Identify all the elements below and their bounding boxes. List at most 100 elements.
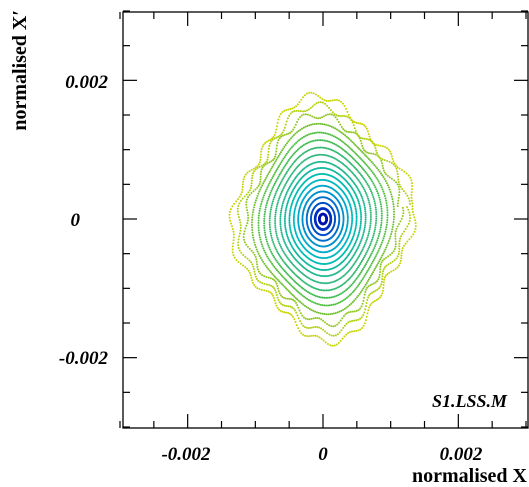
data-point — [345, 296, 348, 299]
data-point — [286, 202, 289, 205]
data-point — [366, 286, 369, 289]
data-point — [327, 133, 330, 136]
data-point — [356, 258, 359, 261]
data-point — [280, 205, 283, 208]
data-point — [305, 109, 308, 112]
data-point — [345, 280, 348, 283]
data-point — [371, 171, 374, 174]
data-point — [274, 222, 277, 225]
data-point — [275, 291, 278, 294]
data-point — [379, 184, 382, 187]
data-point — [372, 258, 375, 261]
data-point — [359, 165, 362, 168]
data-point — [274, 131, 277, 134]
data-point — [271, 200, 274, 203]
data-point — [296, 298, 299, 301]
data-point — [259, 153, 262, 156]
data-point — [351, 319, 354, 322]
data-point — [356, 177, 359, 180]
data-point — [242, 233, 245, 236]
data-point — [344, 313, 347, 316]
data-point — [390, 177, 393, 180]
data-point — [300, 322, 303, 325]
data-point — [287, 188, 290, 191]
data-point — [308, 91, 311, 94]
data-point — [269, 212, 272, 215]
data-point — [317, 311, 320, 314]
data-point — [283, 185, 286, 188]
data-point — [370, 160, 373, 163]
data-point — [347, 305, 350, 308]
data-point — [238, 232, 241, 235]
data-point — [275, 144, 278, 147]
data-point — [304, 326, 307, 329]
data-point — [303, 288, 306, 291]
data-point — [297, 118, 300, 121]
orbit-series — [309, 201, 337, 237]
data-point — [358, 229, 361, 232]
data-point — [377, 144, 380, 147]
data-point — [361, 289, 364, 292]
data-point — [377, 297, 380, 300]
data-point — [263, 249, 266, 252]
data-point — [408, 214, 411, 217]
data-point — [308, 124, 311, 127]
data-point — [385, 256, 388, 259]
data-point — [303, 159, 306, 162]
data-point — [260, 240, 263, 243]
data-point — [334, 334, 337, 337]
data-point — [325, 99, 328, 102]
data-point — [371, 250, 374, 253]
data-point — [380, 207, 383, 210]
data-point — [238, 195, 241, 198]
data-point — [285, 245, 288, 248]
data-point — [369, 292, 372, 295]
data-point — [359, 291, 362, 294]
data-point — [255, 248, 258, 251]
data-point — [291, 315, 294, 318]
data-point — [328, 140, 331, 143]
data-point — [403, 230, 406, 233]
data-point — [358, 242, 361, 245]
data-point — [377, 237, 380, 240]
data-point — [351, 216, 354, 219]
data-point — [379, 144, 382, 147]
data-point — [392, 205, 395, 208]
data-point — [324, 147, 327, 150]
data-point — [357, 179, 360, 182]
data-point — [329, 313, 332, 316]
data-point — [330, 325, 333, 328]
data-point — [364, 210, 367, 213]
data-point — [303, 304, 306, 307]
data-point — [290, 173, 293, 176]
data-point — [313, 123, 316, 126]
data-point — [337, 114, 340, 117]
data-point — [327, 304, 330, 307]
data-point — [400, 254, 403, 257]
data-point — [268, 144, 271, 147]
data-point — [252, 206, 255, 209]
data-point — [332, 114, 335, 117]
data-point — [357, 162, 360, 165]
data-point — [328, 296, 331, 299]
data-point — [411, 188, 413, 191]
data-point — [310, 123, 313, 126]
data-point — [275, 269, 278, 272]
data-point — [388, 237, 391, 240]
data-point — [363, 124, 366, 127]
data-point — [299, 320, 302, 323]
data-point — [319, 101, 322, 104]
data-point — [362, 167, 365, 170]
data-point — [369, 264, 372, 267]
data-point — [291, 236, 294, 239]
data-point — [257, 184, 260, 187]
data-point — [380, 261, 383, 264]
data-point — [347, 269, 350, 272]
data-point — [369, 159, 372, 162]
data-point — [372, 248, 375, 251]
data-point — [270, 160, 273, 163]
data-point — [365, 251, 368, 254]
data-point — [309, 148, 312, 151]
data-point — [334, 324, 337, 327]
data-point — [258, 161, 261, 164]
